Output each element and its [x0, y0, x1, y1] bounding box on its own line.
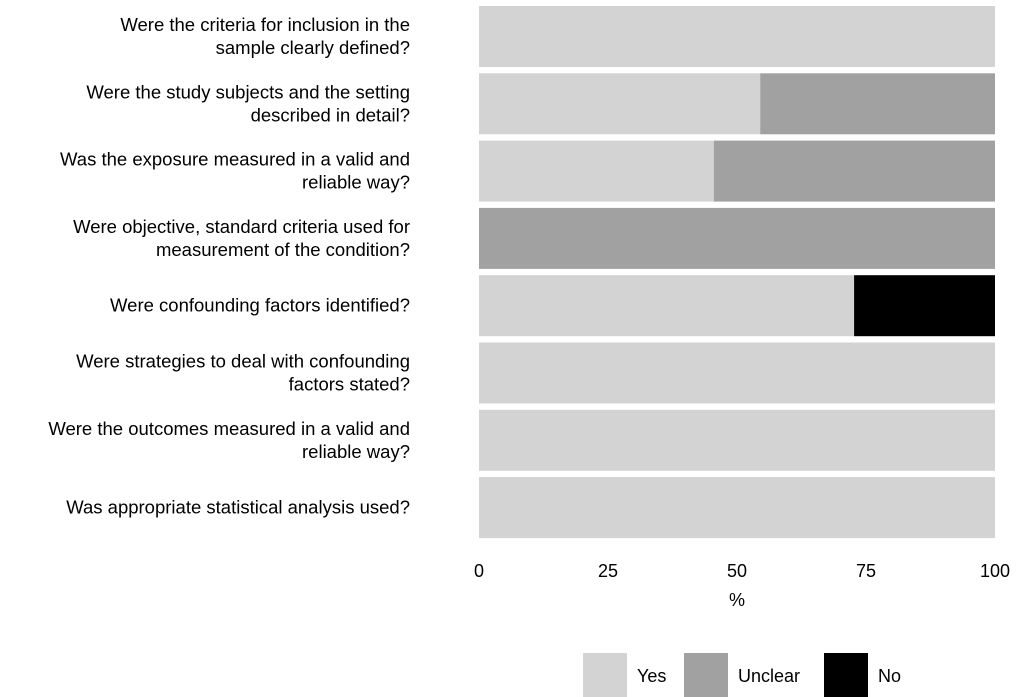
bar-segment-unclear-q2 [760, 73, 995, 135]
question-label-line: Was appropriate statistical analysis use… [66, 497, 410, 518]
question-label-line: described in detail? [251, 104, 410, 125]
x-tick-label: 75 [856, 561, 876, 581]
question-label-line: Were the outcomes measured in a valid an… [48, 418, 410, 439]
bar-segment-yes-q5 [479, 275, 855, 337]
question-label-line: measurement of the condition? [156, 239, 410, 260]
bar-segment-yes-q3 [479, 140, 714, 202]
bar-segment-yes-q6 [479, 342, 995, 404]
legend-swatch-yes [583, 653, 627, 697]
legend-label-unclear: Unclear [738, 666, 800, 686]
question-label-4: Were objective, standard criteria used f… [73, 216, 410, 260]
bar-segment-yes-q7 [479, 409, 995, 471]
question-label-line: Were the criteria for inclusion in the [120, 14, 410, 35]
x-tick-label: 25 [598, 561, 618, 581]
x-axis-title: % [729, 590, 745, 610]
bar-segment-yes-q1 [479, 6, 995, 67]
x-tick-label: 100 [980, 561, 1010, 581]
question-label-line: Was the exposure measured in a valid and [60, 149, 410, 170]
bar-segment-unclear-q3 [713, 140, 995, 202]
legend-swatch-unclear [684, 653, 728, 697]
bar-segment-no-q5 [854, 275, 995, 337]
legend-swatch-no [824, 653, 868, 697]
question-label-8: Was appropriate statistical analysis use… [66, 497, 410, 518]
question-label-line: Were the study subjects and the setting [86, 81, 410, 102]
bar-segment-yes-q8 [479, 477, 995, 539]
question-label-line: reliable way? [302, 172, 410, 193]
x-tick-label: 50 [727, 561, 747, 581]
question-label-3: Was the exposure measured in a valid and… [60, 149, 410, 193]
question-labels: Were the criteria for inclusion in the sa… [48, 14, 410, 518]
x-tick-label: 0 [474, 561, 484, 581]
legend-label-no: No [878, 666, 901, 686]
bar-segment-yes-q2 [479, 73, 761, 135]
x-axis: % 0 25 50 75 100 [474, 561, 1010, 610]
question-label-6: Were strategies to deal with confounding… [76, 351, 410, 395]
question-label-line: reliable way? [302, 441, 410, 462]
legend: Yes Unclear No [583, 653, 901, 697]
question-label-line: Were confounding factors identified? [110, 295, 410, 316]
question-label-line: factors stated? [289, 374, 410, 395]
legend-label-yes: Yes [637, 666, 666, 686]
question-label-2: Were the study subjects and the setting d… [86, 81, 410, 125]
question-label-5: Were confounding factors identified? [110, 295, 410, 316]
question-label-7: Were the outcomes measured in a valid an… [48, 418, 410, 462]
bars-layer [479, 6, 995, 539]
question-label-line: sample clearly defined? [216, 37, 410, 58]
bar-segment-unclear-q4 [479, 207, 995, 269]
question-label-1: Were the criteria for inclusion in the sa… [120, 14, 410, 58]
question-label-line: Were objective, standard criteria used f… [73, 216, 410, 237]
question-label-line: Were strategies to deal with confounding [76, 351, 410, 372]
